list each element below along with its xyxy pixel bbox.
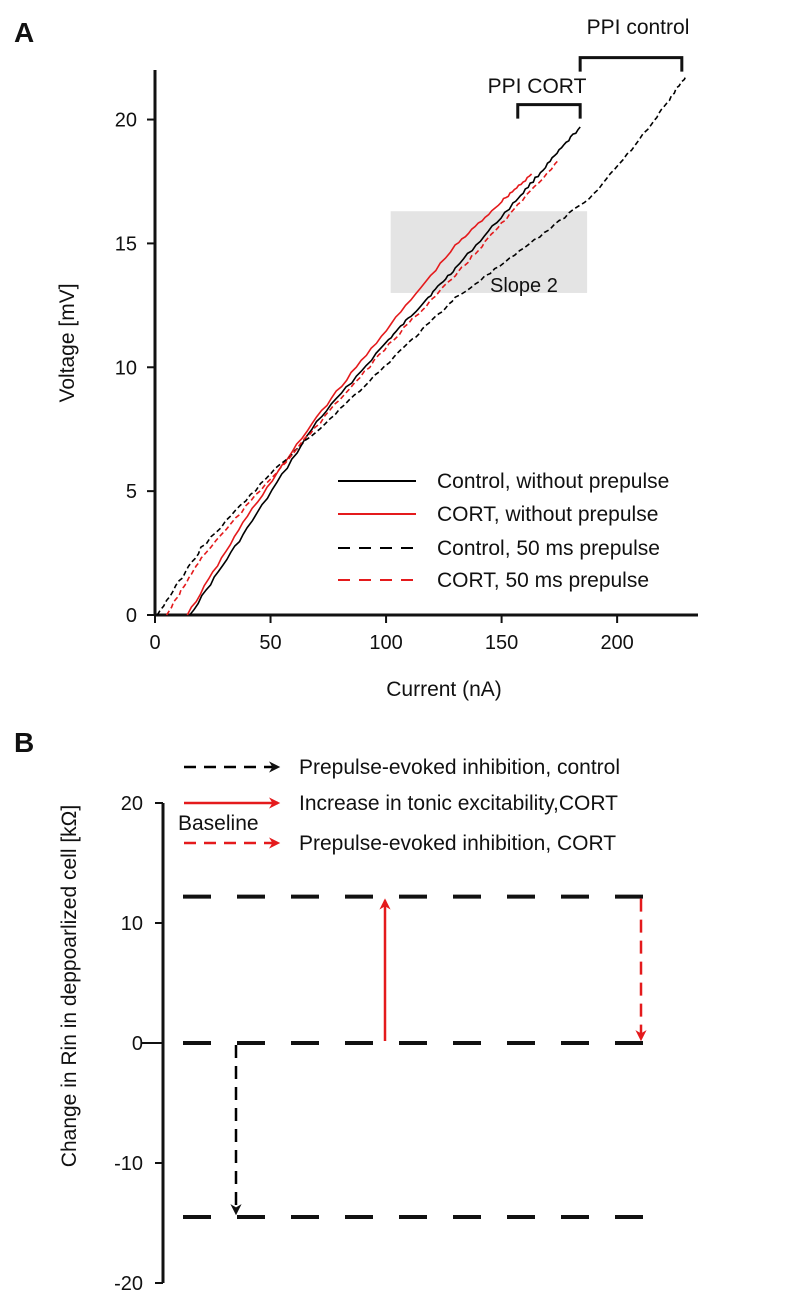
x-tick-label: 0 [149,632,160,654]
x-tick-label: 150 [485,632,518,654]
y-tick-label: 10 [121,913,143,935]
legend-label-control-50ms-prepulse: Control, 50 ms prepulse [437,537,660,560]
y-tick-label: 20 [121,793,143,815]
panel-a-x-axis-label: Current (nA) [386,678,502,701]
y-tick-label: 15 [115,233,137,255]
panel-a-legend: Control, without prepulse CORT, without … [338,470,669,592]
panel-b-legend: Prepulse-evoked inhibition, control Incr… [184,756,620,855]
series-control-50-ms-prepulse [156,74,688,616]
y-tick-label: 0 [126,605,137,627]
legend-label-tonic-excitability-cort: Increase in tonic excitability,CORT [299,792,618,815]
y-tick-label: -20 [114,1273,143,1295]
panel-a-x-ticks: 0 50 100 150 200 [149,615,634,654]
legend-label-cort-50ms-prepulse: CORT, 50 ms prepulse [437,569,649,592]
y-tick-label: 20 [115,110,137,132]
panel-b-label: B [14,727,34,758]
panel-a-axes [153,70,698,617]
panel-a-label: A [14,17,34,48]
slope-2-label: Slope 2 [490,275,558,297]
legend-label-prepulse-inhibition-cort: Prepulse-evoked inhibition, CORT [299,832,616,855]
bracket-ppi-cort [516,103,582,119]
x-tick-label: 50 [259,632,281,654]
ppi-cort-label: PPI CORT [488,75,587,98]
level-arrows [230,898,647,1216]
ppi-control-label: PPI control [587,16,690,39]
series-control-without-prepulse [189,126,581,616]
y-tick-label: -10 [114,1153,143,1175]
legend-label-prepulse-inhibition-control: Prepulse-evoked inhibition, control [299,756,620,779]
series-cort-50-ms-prepulse [165,158,560,616]
x-tick-label: 200 [600,632,633,654]
x-tick-label: 100 [369,632,402,654]
panel-a-y-ticks: 0 5 10 15 20 [115,110,155,627]
baseline-label: Baseline [178,812,259,835]
panel-b-y-ticks: 20 10 0 -10 -20 [114,793,163,1295]
panel-a-y-axis-label: Voltage [mV] [56,283,79,402]
bracket-ppi-control [578,56,684,72]
y-tick-label: 10 [115,357,137,379]
ppi-brackets [516,56,684,119]
level-lines [141,894,660,1219]
y-tick-label: 5 [126,481,137,503]
legend-label-control-without-prepulse: Control, without prepulse [437,470,669,493]
panel-b-y-axis-label: Change in Rin in deppoarlized cell [kΩ] [58,805,81,1167]
y-tick-label: 0 [132,1033,143,1055]
legend-label-cort-without-prepulse: CORT, without prepulse [437,503,658,526]
panel-a-series [156,74,688,616]
series-cort-without-prepulse [186,173,533,616]
